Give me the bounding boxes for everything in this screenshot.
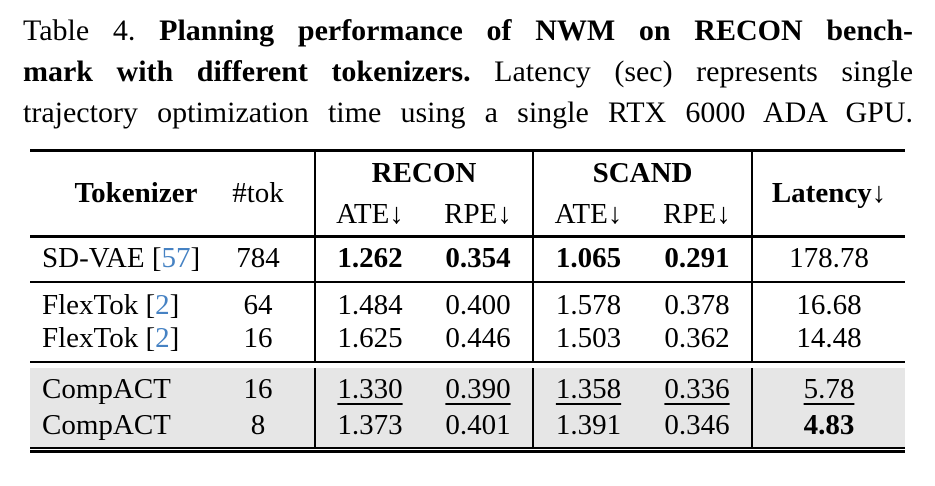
cell-recon-rpe: 0.400 [445,288,511,321]
citation-bracket: ] [169,322,180,354]
column-header-scand-ate: ATE↓ [532,194,644,237]
tokenizer-name: FlexTok [42,288,139,321]
citation-bracket: [ [151,242,162,274]
cell-recon-ate: 1.484 [314,282,424,322]
caption-bold-text-2: mark with different tokenizers. [23,55,471,88]
cell-recon-ate: 1.373 [314,408,424,449]
cell-tokenizer: CompACT [30,408,230,449]
tokenizer-name: FlexTok [42,322,139,354]
cell-latency: 16.68 [751,282,906,322]
cell-tokenizer: FlexTok [2] [30,282,230,322]
table-row-compact-8: CompACT 8 1.373 0.401 1.391 0.346 4.83 [30,408,906,449]
table-bottom-rule [30,449,905,453]
column-header-latency: Latency↓ [751,150,906,237]
cell-scand-rpe: 0.378 [664,288,730,321]
caption-line-1: Table 4. Planning performance of NWM on … [23,10,913,51]
column-header-recon-ate: ATE↓ [314,194,424,237]
citation-link[interactable]: 2 [155,288,170,321]
table-caption: Table 4. Planning performance of NWM on … [23,10,913,133]
citation-bracket: [ [145,288,156,321]
group-header-recon: RECON [313,150,534,195]
caption-line-2: mark with different tokenizers. Latency … [23,51,913,92]
citation-bracket: ] [169,288,180,321]
cell-tokenizer: SD-VAE [57] [30,236,230,283]
cell-num-tokens: 8 [230,408,315,449]
column-header-scand-rpe: RPE↓ [663,198,731,231]
cell-recon-ate: 1.625 [314,322,424,363]
cell-scand-ate: 1.391 [532,408,644,449]
table-header: Tokenizer #tok RECON SCAND Latency↓ ATE↓… [30,150,906,237]
results-table: Tokenizer #tok RECON SCAND Latency↓ ATE↓… [30,149,906,449]
cell-recon-ate: 1.330 [314,368,424,408]
table-row-sdvae: SD-VAE [57] 784 1.262 0.354 1.065 0.291 … [30,236,906,283]
cell-latency: 4.83 [751,408,906,449]
cell-num-tokens: 16 [230,368,315,408]
cell-scand-rpe: 0.346 [643,408,753,449]
cell-num-tokens: 16 [230,322,315,363]
tokenizer-name: CompACT [42,409,171,441]
tokenizer-name: CompACT [42,373,171,405]
cell-recon-rpe: 0.401 [424,408,534,449]
column-header-recon-rpe: RPE↓ [444,198,512,231]
cell-scand-rpe: 0.336 [643,368,753,408]
caption-table-label: Table 4. [23,14,136,47]
cell-recon-rpe: 0.354 [424,236,534,283]
table-row-flextok-16: FlexTok [2] 16 1.625 0.446 1.503 0.362 1… [30,322,906,363]
cell-scand-ate: 1.578 [532,282,644,322]
cell-latency: 14.48 [751,322,906,363]
citation-link[interactable]: 57 [161,242,191,274]
cell-num-tokens: 784 [230,236,315,283]
group-header-scand: SCAND [532,150,753,195]
cell-tokenizer: FlexTok [2] [30,322,230,363]
caption-normal-text-2: Latency (sec) represents single [494,55,914,88]
cell-latency: 5.78 [751,368,906,408]
cell-latency: 178.78 [751,236,906,283]
citation-bracket: [ [145,322,156,354]
citation-bracket: ] [190,242,201,274]
citation-link[interactable]: 2 [155,322,170,354]
cell-scand-ate: 1.358 [532,368,644,408]
cell-recon-rpe: 0.446 [424,322,534,363]
caption-bold-text-1: Planning performance of NWM on RECON ben… [159,14,914,47]
cell-scand-ate: 1.503 [532,322,644,363]
column-header-tokenizer: Tokenizer [74,177,198,209]
table-row-flextok-64: FlexTok [2] 64 1.484 0.400 1.578 0.378 1… [30,282,906,322]
tokenizer-name: SD-VAE [42,242,145,274]
paper-table-figure: Table 4. Planning performance of NWM on … [0,10,935,486]
results-table-wrapper: Tokenizer #tok RECON SCAND Latency↓ ATE↓… [30,149,906,453]
cell-scand-ate: 1.065 [532,236,644,283]
cell-num-tokens: 64 [243,288,273,321]
caption-normal-text-3: trajectory optimization time using a sin… [23,96,913,129]
column-header-num-tokens: #tok [232,177,284,209]
table-row-compact-16: CompACT 16 1.330 0.390 1.358 0.336 5.78 [30,368,906,408]
caption-line-3: trajectory optimization time using a sin… [23,92,913,133]
cell-recon-rpe: 0.390 [424,368,534,408]
cell-scand-rpe: 0.362 [643,322,753,363]
cell-recon-ate: 1.262 [314,236,424,283]
cell-scand-rpe: 0.291 [643,236,753,283]
cell-tokenizer: CompACT [30,368,230,408]
